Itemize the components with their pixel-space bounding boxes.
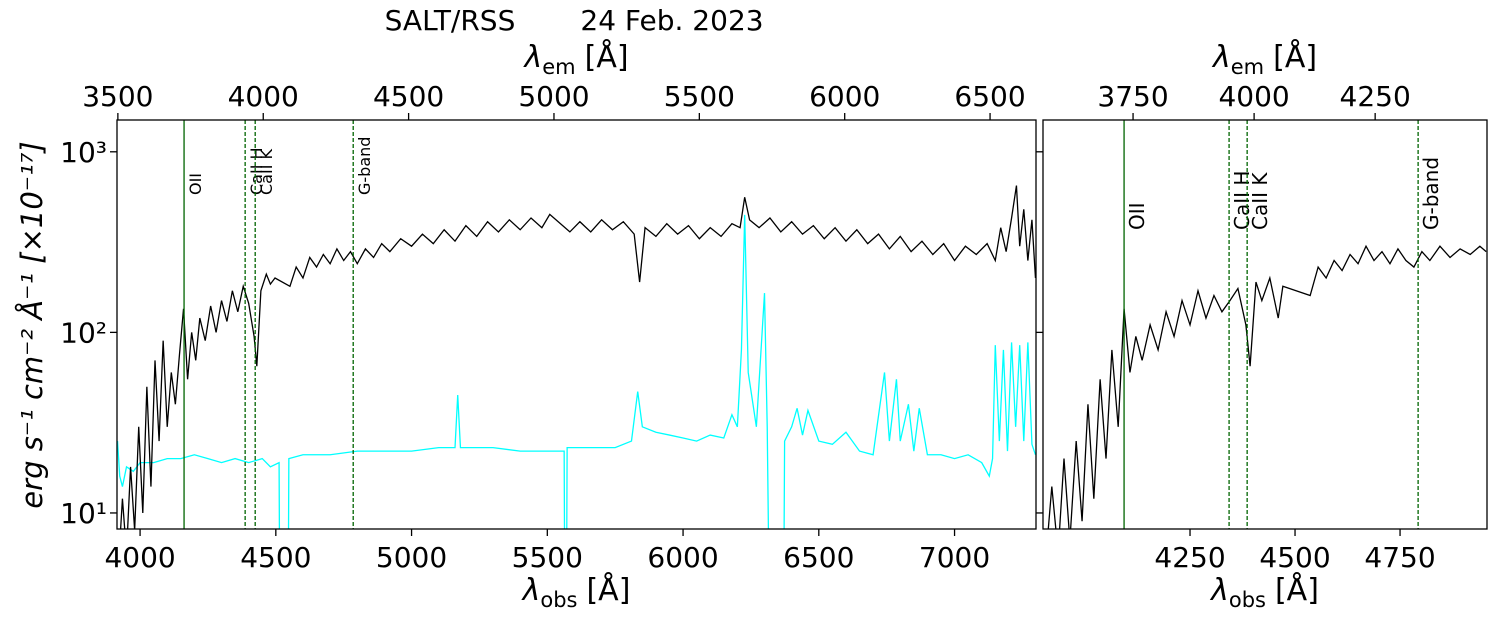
x-tick-label: 5500 bbox=[512, 541, 583, 574]
x-tick-label: 4000 bbox=[104, 541, 175, 574]
x2-axis-label: λem [Å] bbox=[522, 39, 628, 79]
x-tick-label: 6000 bbox=[647, 541, 718, 574]
x-axis-label-unit: [Å] bbox=[586, 572, 630, 608]
x2-tick-label: 4000 bbox=[228, 80, 299, 113]
x2-tick-label: 3500 bbox=[82, 80, 153, 113]
x2-tick-label: 4000 bbox=[1218, 80, 1289, 113]
x2-axis-label-unit: [Å] bbox=[1273, 39, 1317, 75]
x-axis-label: λobs [Å] bbox=[521, 572, 631, 612]
x2-tick-label: 4500 bbox=[373, 80, 444, 113]
x-axis-label-symbol: λ bbox=[521, 573, 541, 608]
x2-tick-label: 6500 bbox=[954, 80, 1025, 113]
x-tick-label: 5000 bbox=[376, 541, 447, 574]
x-axis-label: λobs [Å] bbox=[1209, 572, 1319, 612]
x2-axis-label-symbol: λ bbox=[1211, 40, 1231, 75]
feature-label: G-band bbox=[1419, 157, 1443, 230]
feature-label: OII bbox=[1125, 202, 1149, 230]
x2-tick-label: 5500 bbox=[664, 80, 735, 113]
feature-label: CaII K bbox=[257, 149, 276, 196]
x2-axis-label: λem [Å] bbox=[1211, 39, 1317, 79]
y-tick-label: 10¹ bbox=[60, 497, 107, 530]
x-axis-label-unit: [Å] bbox=[1275, 572, 1319, 608]
x2-axis-label-symbol: λ bbox=[522, 40, 542, 75]
y-tick-label: 10³ bbox=[60, 136, 107, 169]
plot-frame bbox=[1042, 119, 1488, 530]
spectrum-line bbox=[1047, 244, 1487, 529]
feature-label: OII bbox=[186, 173, 205, 195]
x2-tick-label: 4250 bbox=[1340, 80, 1411, 113]
chart-subtitle: 24 Feb. 2023 bbox=[580, 4, 763, 37]
plot-frame bbox=[116, 119, 1037, 530]
spectrum-line bbox=[117, 214, 1036, 529]
chart-title: SALT/RSS bbox=[385, 4, 516, 37]
spectrum-line bbox=[119, 185, 1036, 529]
x-axis-label-symbol: λ bbox=[1209, 573, 1229, 608]
y-axis-label: erg s⁻¹ cm⁻² Å⁻¹ [×10⁻¹⁷] bbox=[15, 141, 49, 508]
feature-label: CaII K bbox=[1248, 172, 1272, 230]
x-tick-label: 4500 bbox=[240, 541, 311, 574]
x-axis-label-subscript: obs bbox=[540, 588, 577, 612]
x2-tick-label: 3750 bbox=[1097, 80, 1168, 113]
x-tick-label: 7000 bbox=[919, 541, 990, 574]
x-tick-label: 4250 bbox=[1154, 541, 1225, 574]
x-tick-label: 4750 bbox=[1364, 541, 1435, 574]
x2-axis-label-subscript: em bbox=[1231, 55, 1264, 79]
feature-label: CaII H bbox=[247, 147, 266, 195]
y-tick-label: 10² bbox=[60, 316, 107, 349]
feature-label: G-band bbox=[355, 137, 374, 195]
x-tick-label: 6500 bbox=[783, 541, 854, 574]
x2-axis-label-unit: [Å] bbox=[585, 39, 629, 75]
x2-axis-label-subscript: em bbox=[542, 55, 575, 79]
x2-tick-label: 6000 bbox=[809, 80, 880, 113]
feature-label: CaII H bbox=[1230, 171, 1254, 230]
x-axis-label-subscript: obs bbox=[1229, 588, 1266, 612]
x2-tick-label: 5000 bbox=[518, 80, 589, 113]
x-tick-label: 4500 bbox=[1259, 541, 1330, 574]
